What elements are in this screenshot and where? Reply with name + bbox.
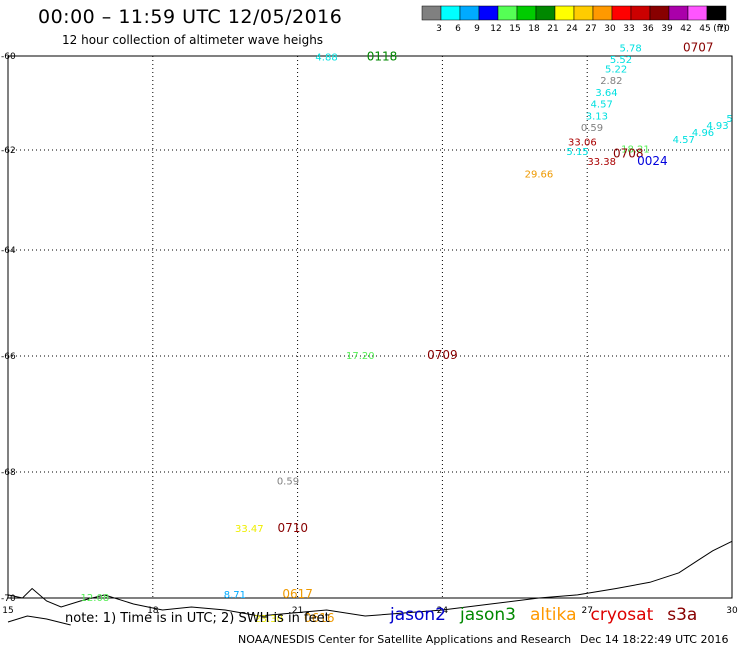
x-tick-label: 24	[437, 606, 449, 616]
colorbar-swatch	[611, 5, 632, 21]
wave-height-value: 17.20	[346, 351, 375, 362]
chart-subtitle: 12 hour collection of altimeter wave hei…	[62, 33, 324, 47]
coastline	[7, 540, 733, 617]
wave-height-value: 23.30	[254, 614, 283, 625]
colorbar-swatch	[668, 5, 689, 21]
colorbar-label: 27	[585, 24, 596, 34]
x-tick-label: 30	[726, 606, 738, 616]
colorbar-swatch	[497, 5, 518, 21]
wave-height-value: 4.93	[706, 121, 728, 132]
pass-time-label: 0024	[637, 154, 668, 168]
wave-height-value: 5.52	[610, 55, 632, 66]
colorbar-swatch	[687, 5, 708, 21]
colorbar-swatch	[440, 5, 461, 21]
wave-height-value: 0.59	[277, 477, 299, 488]
colorbar-swatch	[535, 5, 556, 21]
colorbar-swatch	[573, 5, 594, 21]
x-tick-label: 21	[292, 606, 303, 616]
wave-height-value: 5	[726, 114, 732, 125]
colorbar-swatch	[516, 5, 537, 21]
wave-height-value: 3.64	[595, 88, 617, 99]
coastline-lower	[7, 615, 71, 626]
y-tick-label: -62	[1, 146, 16, 156]
wave-height-value: 29.66	[525, 170, 554, 181]
wave-height-value: 0.59	[581, 123, 603, 134]
wave-height-value: 5.22	[605, 64, 627, 75]
pass-time-label: 0617	[282, 587, 313, 601]
wave-height-value: 4.88	[315, 53, 337, 64]
colorbar-label: 39	[661, 24, 673, 34]
pass-time-label: 0616	[304, 611, 335, 625]
colorbar-label: 33	[623, 24, 634, 34]
colorbar-swatch	[554, 5, 575, 21]
wave-height-value: 4.57	[673, 135, 695, 146]
wave-height-value: 4.57	[591, 100, 613, 111]
legend-item-jason3: jason3	[460, 605, 516, 625]
colorbar-swatch	[459, 5, 480, 21]
colorbar-swatch	[592, 5, 613, 21]
pass-time-label: 0707	[683, 40, 714, 54]
colorbar-label: 18	[528, 24, 540, 34]
footer-note: note: 1) Time is in UTC; 2) SWH is in fe…	[65, 611, 330, 626]
pass-time-label: 0118	[367, 50, 398, 64]
colorbar-label: 12	[490, 24, 501, 34]
wave-height-value: 18.21	[621, 145, 650, 156]
satellite-legend: jason2 jason3 altika cryosat s3a	[390, 605, 711, 625]
colorbar-label: 45	[699, 24, 710, 34]
y-tick-label: -66	[1, 352, 16, 362]
footer-credit: NOAA/NESDIS Center for Satellite Applica…	[238, 633, 572, 646]
pass-time-label: 0710	[277, 521, 308, 535]
y-tick-label: -60	[1, 52, 16, 62]
wave-height-value: 3.13	[586, 111, 608, 122]
x-tick-label: 18	[147, 606, 159, 616]
pass-time-label: 0708	[613, 147, 644, 161]
legend-item-jason2: jason2	[390, 605, 446, 625]
colorbar-label: 36	[642, 24, 654, 34]
wave-height-value: 5.78	[620, 43, 642, 54]
colorbar-label: 30	[604, 24, 616, 34]
wave-height-value: 4.96	[692, 128, 714, 139]
colorbar-swatch	[478, 5, 499, 21]
legend-item-cryosat: cryosat	[590, 605, 654, 625]
pass-time-label: 0709	[427, 348, 458, 362]
colorbar-swatch	[706, 5, 727, 21]
colorbar-label: 15	[509, 24, 520, 34]
colorbar-swatch	[649, 5, 670, 21]
y-tick-label: -68	[1, 468, 16, 478]
wave-height-value: 33.47	[235, 524, 264, 535]
footer-timestamp: Dec 14 18:22:49 UTC 2016	[580, 633, 729, 646]
legend-item-s3a: s3a	[667, 605, 698, 625]
colorbar-swatch	[630, 5, 651, 21]
plot-frame	[7, 55, 733, 599]
colorbar-label: 3	[436, 24, 442, 34]
wave-height-value: 8.71	[224, 590, 246, 601]
legend-item-altika: altika	[530, 605, 577, 625]
y-tick-label: -64	[1, 246, 16, 256]
colorbar-label: 42	[680, 24, 691, 34]
wave-height-value: 5.15	[566, 147, 588, 158]
y-tick-label: -70	[1, 594, 16, 604]
chart-title: 00:00 – 11:59 UTC 12/05/2016	[38, 6, 343, 28]
colorbar-label: 9	[474, 24, 480, 34]
colorbar-label: 21	[547, 24, 558, 34]
colorbar-label: 6	[455, 24, 461, 34]
colorbar-label: 24	[566, 24, 578, 34]
colorbar-swatch	[421, 5, 442, 21]
colorbar-unit: (ft)	[713, 24, 727, 34]
wave-height-value: 2.82	[600, 76, 622, 87]
wave-height-value: 33.06	[568, 137, 597, 148]
wave-height-value: 33.38	[587, 157, 616, 168]
x-tick-label: 27	[581, 606, 592, 616]
wave-height-value: 12.08	[81, 593, 110, 604]
x-tick-label: 15	[2, 606, 13, 616]
colorbar-label: 70	[718, 24, 730, 34]
